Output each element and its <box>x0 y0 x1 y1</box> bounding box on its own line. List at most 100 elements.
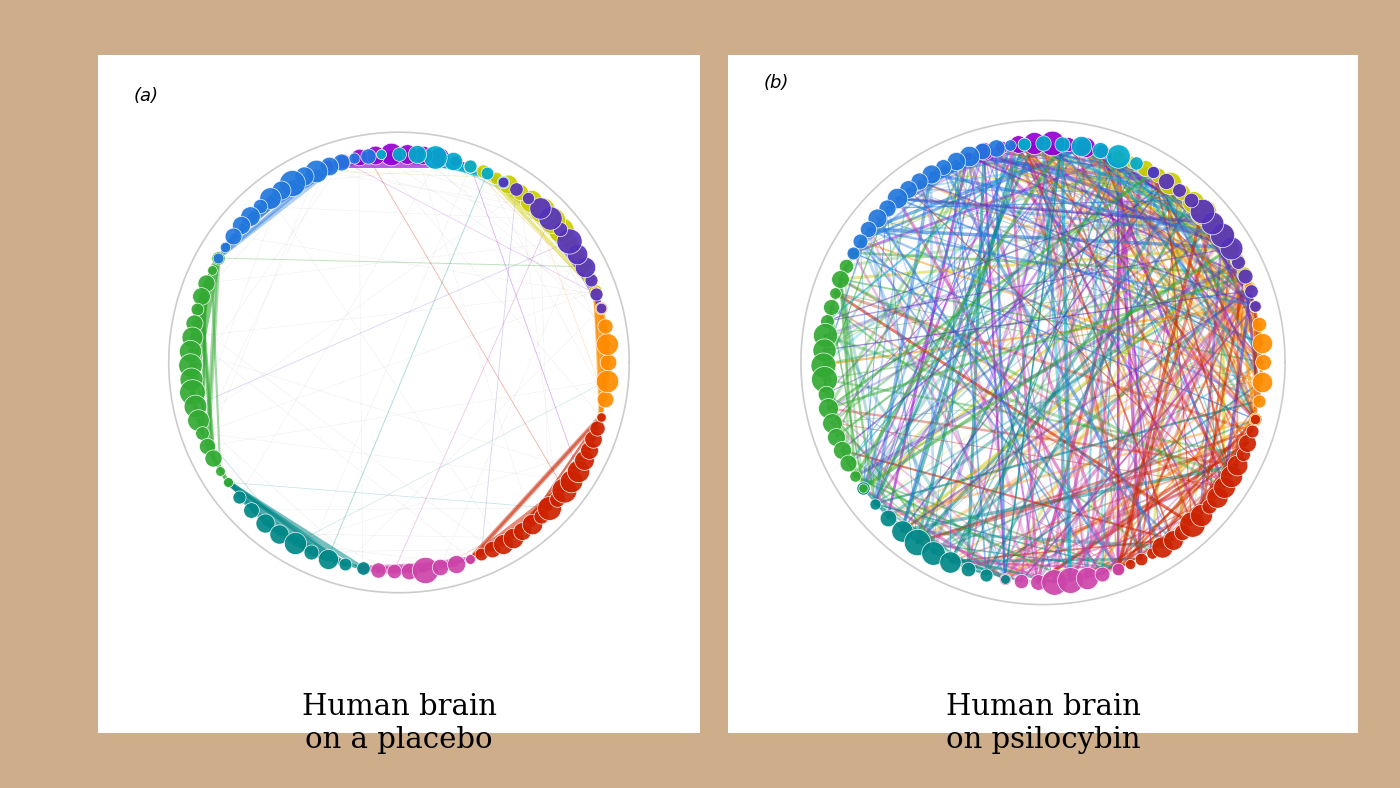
Point <box>876 511 899 524</box>
Point <box>573 259 595 272</box>
Point <box>539 212 561 225</box>
Point <box>179 372 202 385</box>
Point <box>1040 137 1063 150</box>
Point <box>819 300 841 313</box>
Point <box>1252 356 1274 369</box>
Point <box>505 183 528 195</box>
Point <box>351 562 374 574</box>
Point <box>459 552 482 565</box>
Point <box>1012 137 1035 150</box>
Point <box>370 148 392 161</box>
Point <box>1051 137 1074 150</box>
Point <box>398 565 420 578</box>
Point <box>424 151 447 163</box>
Point <box>1170 186 1193 199</box>
Point <box>444 155 466 168</box>
Point <box>1172 526 1194 538</box>
Point <box>1141 166 1163 179</box>
Point <box>594 392 616 405</box>
Point <box>580 274 602 287</box>
Point <box>589 302 612 314</box>
Point <box>994 572 1016 585</box>
Point <box>573 454 595 466</box>
Point <box>531 203 553 216</box>
Point <box>1212 481 1235 493</box>
Point <box>186 303 209 316</box>
Point <box>816 314 839 327</box>
Point <box>202 452 224 465</box>
Point <box>578 272 601 284</box>
Point <box>382 565 405 578</box>
Point <box>848 234 871 247</box>
Point <box>1205 490 1228 503</box>
Point <box>1009 574 1032 587</box>
Point <box>994 572 1016 585</box>
Point <box>585 288 608 300</box>
Point <box>829 273 851 285</box>
Point <box>508 186 531 199</box>
Point <box>1193 206 1215 219</box>
Point <box>1070 140 1092 153</box>
Point <box>1107 150 1130 162</box>
Point <box>834 259 857 272</box>
Point <box>1211 229 1233 242</box>
Point <box>1060 574 1082 587</box>
Point <box>1247 318 1270 331</box>
Point <box>209 464 231 477</box>
Point <box>364 149 386 162</box>
Point <box>1219 241 1242 254</box>
Point <box>867 212 889 225</box>
Point <box>584 284 606 297</box>
Point <box>1130 552 1152 565</box>
Point <box>1226 254 1249 266</box>
Point <box>318 159 340 172</box>
Point <box>1245 299 1267 312</box>
Point <box>990 141 1012 154</box>
Point <box>472 165 494 178</box>
Point <box>1232 448 1254 460</box>
Point <box>559 235 581 247</box>
Point <box>540 214 563 226</box>
Point <box>582 433 605 445</box>
Text: Human brain
on psilocybin: Human brain on psilocybin <box>945 693 1141 754</box>
Point <box>956 563 979 575</box>
Point <box>1190 509 1212 522</box>
Point <box>1159 177 1182 190</box>
Point <box>444 557 466 570</box>
Point <box>412 149 434 162</box>
Point <box>1032 136 1054 149</box>
Point <box>186 414 209 426</box>
Point <box>823 286 846 299</box>
Point <box>207 251 230 264</box>
Point <box>1245 413 1267 426</box>
Point <box>459 552 482 565</box>
Point <box>1107 563 1130 575</box>
Point <box>596 356 619 369</box>
Point <box>1201 217 1224 229</box>
Point <box>214 240 237 253</box>
Point <box>864 497 886 510</box>
Point <box>1151 541 1173 553</box>
Point <box>1247 394 1270 407</box>
Point <box>1233 269 1256 282</box>
Point <box>1191 205 1214 217</box>
Point <box>1043 575 1065 588</box>
Point <box>830 444 853 456</box>
Point <box>1245 299 1267 312</box>
Point <box>1232 267 1254 280</box>
Point <box>228 490 251 503</box>
Point <box>484 171 507 184</box>
Point <box>230 219 252 232</box>
Point <box>932 161 955 173</box>
Point <box>1238 281 1260 294</box>
Point <box>367 564 389 577</box>
Point <box>181 330 203 343</box>
Point <box>316 160 339 173</box>
Point <box>972 145 994 158</box>
Point <box>974 568 997 581</box>
Point <box>493 175 515 188</box>
Point <box>1226 459 1249 472</box>
Point <box>825 430 847 443</box>
Point <box>812 359 834 371</box>
Point <box>589 411 612 423</box>
